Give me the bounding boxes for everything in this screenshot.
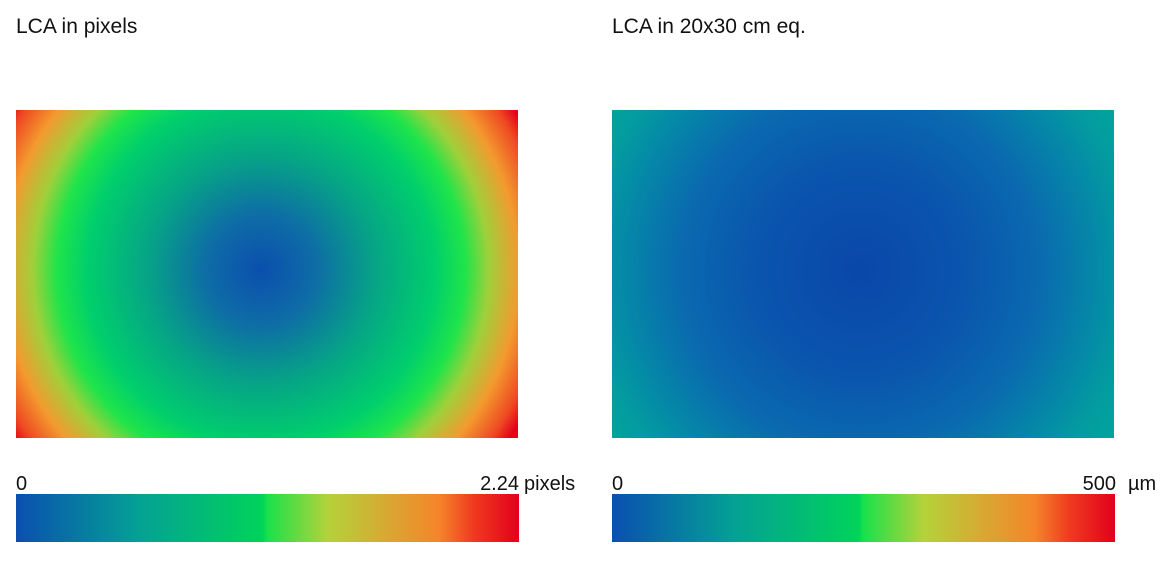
left-colorbar-unit: pixels [524,473,576,495]
right-heatmap-field [612,110,1114,438]
right-colorbar-min-label: 0 [612,473,624,495]
right-heatmap [612,110,1114,438]
left-colorbar-min-label: 0 [16,473,28,495]
right-colorbar-unit: µm [1128,473,1157,495]
left-colorbar-max-label: 2.24 [480,473,519,495]
left-chart-title: LCA in pixels [16,15,138,38]
left-heatmap [16,110,518,438]
left-colorbar-svg [16,494,519,542]
left-heatmap-svg [16,110,518,438]
right-heatmap-svg [612,110,1114,438]
right-chart-title: LCA in 20x30 cm eq. [612,15,806,38]
left-colorbar-gradient [16,494,519,542]
right-colorbar-max-label: 500 [1082,473,1116,495]
right-colorbar-gradient [612,494,1115,542]
right-colorbar-svg [612,494,1115,542]
right-colorbar [612,494,1115,542]
left-colorbar [16,494,519,542]
left-heatmap-field [16,110,518,438]
